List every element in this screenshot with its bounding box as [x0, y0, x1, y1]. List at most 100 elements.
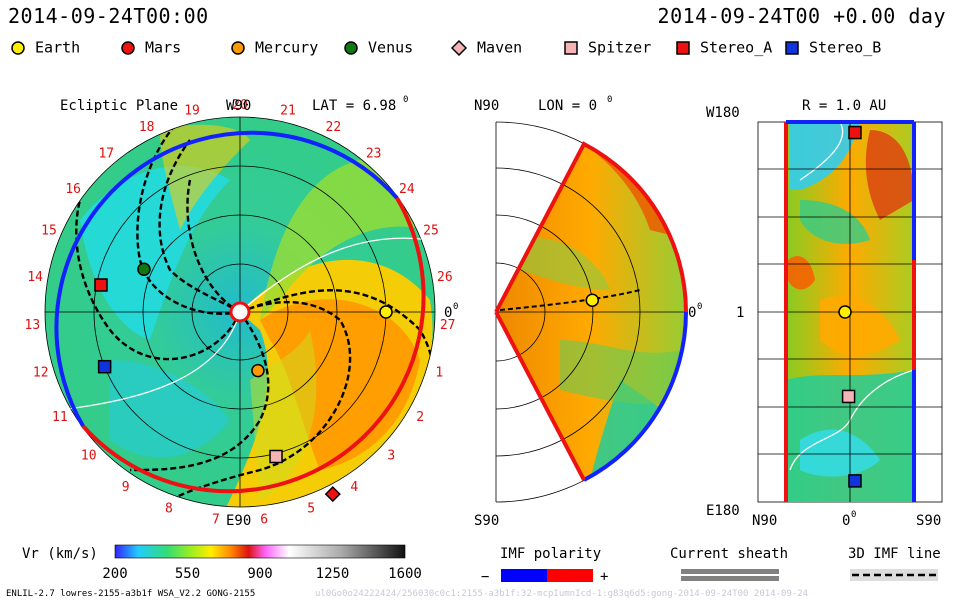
meridional-rim-negative — [583, 311, 688, 482]
legend-label: Venus — [368, 38, 414, 57]
carrington-label: 6 — [260, 513, 268, 528]
imf-negative-swatch — [501, 569, 547, 582]
imf-minus-sign: − — [481, 569, 489, 585]
carrington-label: 14 — [27, 270, 43, 285]
latlon-body-markers — [838, 125, 862, 488]
colorbar-tick-label: 1600 — [388, 566, 422, 582]
legend-label: Spitzer — [588, 38, 652, 57]
carrington-label: 20 — [232, 98, 248, 113]
carrington-label: 2 — [416, 410, 424, 425]
latlon-earth-marker — [838, 305, 852, 319]
latlon-mid-label: 1 — [736, 305, 744, 321]
carrington-labels: 20 21222324252627123456789101112131415161… — [25, 98, 456, 528]
ecliptic-stereo-b-marker — [97, 359, 112, 374]
ecliptic-right-degree: 0 — [453, 302, 458, 312]
legend-label: Mars — [145, 38, 182, 57]
imf-plus-sign: + — [600, 569, 608, 585]
carrington-label: 11 — [52, 410, 68, 425]
ecliptic-polarity-rim-negative — [54, 130, 399, 428]
ecliptic-spitzer-marker — [269, 449, 283, 464]
carrington-label: 17 — [98, 147, 114, 162]
meridional-top-label: N90 — [474, 98, 499, 114]
spitzer-marker-icon — [564, 40, 578, 55]
latlon-stereo-b-marker — [848, 474, 862, 488]
imf-3d-key: 3D IMF line — [848, 546, 941, 581]
carrington-label: 13 — [25, 318, 41, 333]
carrington-label: 3 — [387, 449, 395, 464]
current-sheath-key: Current sheath — [670, 546, 788, 581]
legend-item-maven: Maven — [450, 38, 522, 57]
ecliptic-right-label: 0 — [444, 305, 452, 321]
imf-positive-swatch — [547, 569, 593, 582]
colorbar-label: Vr (km/s) — [22, 546, 98, 562]
legend-item-venus: Venus — [343, 38, 413, 57]
carrington-label: 25 — [423, 224, 439, 239]
ecliptic-subtitle-degree: 0 — [403, 95, 408, 105]
ecliptic-subtitle: LAT = 6.98 — [312, 98, 396, 114]
model-credits: ENLIL-2.7 lowres-2155-a3b1f WSA_V2.2 GON… — [6, 589, 255, 599]
vr-colorbar: Vr (km/s) 200 550 900 1250 1600 — [22, 544, 422, 582]
meridional-body-markers — [585, 293, 600, 307]
latlon-x-label-south: S90 — [916, 513, 941, 529]
carrington-label: 9 — [122, 480, 130, 495]
ecliptic-stereo-a-marker — [94, 278, 108, 292]
current-sheath-title: Current sheath — [670, 546, 788, 562]
ecliptic-polarity-rim-positive — [81, 196, 426, 494]
carrington-label: 24 — [399, 182, 415, 197]
carrington-label: 10 — [81, 449, 97, 464]
ecliptic-title: Ecliptic Plane — [60, 98, 178, 114]
meridional-title-degree: 0 — [607, 95, 612, 105]
legend-item-stereo-a: Stereo_A — [675, 38, 772, 57]
legend-item-mars: Mars — [120, 38, 181, 57]
carrington-label: 16 — [65, 182, 81, 197]
imf-polarity-key: IMF polarity − + — [481, 546, 608, 585]
legend-label: Stereo_B — [809, 38, 882, 57]
mercury-marker-icon — [231, 40, 245, 55]
maven-marker-icon — [450, 39, 468, 56]
latlon-title: R = 1.0 AU — [802, 98, 886, 114]
carrington-label: 26 — [437, 270, 453, 285]
meridional-panel: N90 LON = 0 0 S90 0 0 — [474, 95, 702, 529]
mars-marker-icon — [121, 40, 135, 55]
meridional-right-label: 0 — [688, 305, 696, 321]
run-offset-title: 2014-09-24T00 +0.00 day — [657, 4, 946, 28]
latlon-panel: W180 R = 1.0 AU 1 E180 N90 0 0 S90 — [706, 98, 943, 529]
carrington-label: 1 — [435, 366, 443, 381]
imf-3d-swatch — [850, 569, 938, 581]
colorbar-ticks: 200 550 900 1250 1600 — [102, 566, 422, 582]
latlon-x-label-zero: 0 — [842, 513, 850, 529]
ecliptic-earth-marker — [379, 305, 393, 319]
legend-item-earth: Earth — [10, 38, 80, 57]
ecliptic-body-markers — [94, 262, 393, 503]
legend-label: Stereo_A — [700, 38, 773, 57]
carrington-label: 5 — [307, 501, 315, 516]
latlon-x-label-north: N90 — [752, 513, 777, 529]
meridional-title: LON = 0 — [538, 98, 597, 114]
legend-item-stereo-b: Stereo_B — [784, 38, 881, 57]
meridional-edge — [494, 311, 586, 481]
ecliptic-top-label: W90 — [226, 98, 251, 114]
sun-marker — [229, 301, 251, 323]
carrington-label: 7 — [212, 513, 220, 528]
imf-3d-title: 3D IMF line — [848, 546, 941, 562]
carrington-label: 18 — [139, 120, 155, 135]
carrington-label: 4 — [350, 480, 358, 495]
earth-marker-icon — [11, 40, 25, 55]
carrington-label: 15 — [41, 224, 57, 239]
legend-label: Earth — [35, 38, 81, 57]
ecliptic-mars-marker — [324, 486, 341, 503]
latlon-x-zero-degree: 0 — [851, 510, 856, 520]
meridional-bottom-label: S90 — [474, 513, 499, 529]
colorbar-tick-label: 550 — [175, 566, 200, 582]
meridional-right-degree: 0 — [697, 302, 702, 312]
legend-label: Mercury — [255, 38, 319, 57]
stereo-b-marker-icon — [785, 40, 799, 55]
meridional-earth-marker — [585, 293, 600, 307]
latlon-stereo-a-marker — [848, 125, 862, 140]
carrington-label: 22 — [326, 120, 342, 135]
colorbar-gradient — [114, 544, 406, 559]
carrington-label: 8 — [165, 501, 173, 516]
carrington-label: 12 — [33, 366, 49, 381]
carrington-label: 21 — [280, 104, 296, 119]
